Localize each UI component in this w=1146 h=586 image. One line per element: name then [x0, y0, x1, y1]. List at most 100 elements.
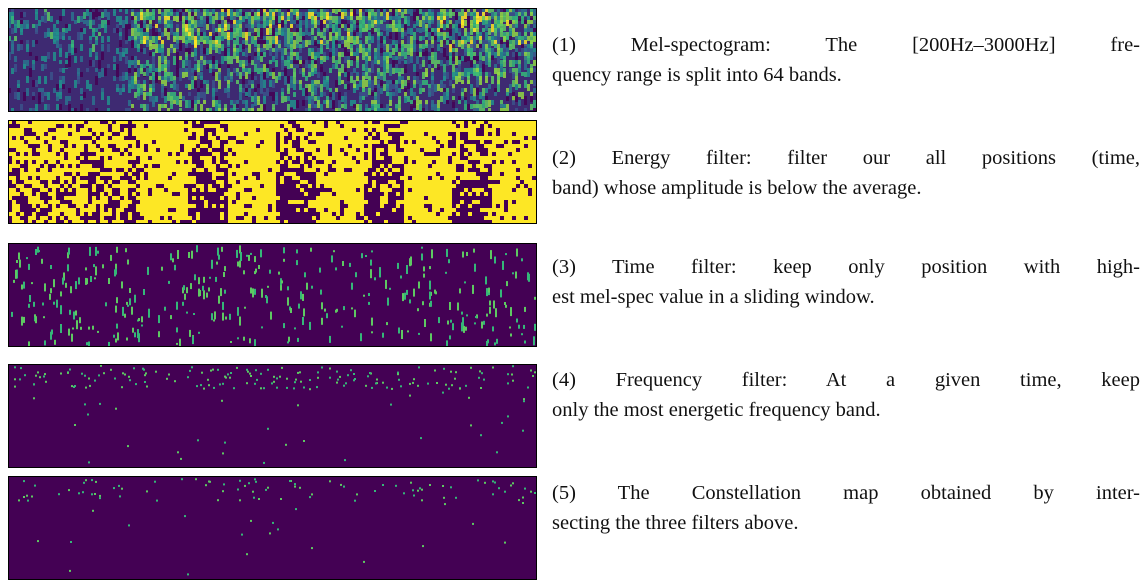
texture	[134, 60, 137, 69]
texture	[496, 144, 500, 148]
texture	[182, 60, 185, 68]
texture	[380, 20, 383, 24]
texture	[239, 20, 242, 24]
point	[37, 246, 39, 253]
texture	[470, 96, 473, 100]
texture	[500, 108, 503, 112]
texture	[251, 36, 254, 44]
point	[317, 376, 319, 379]
point	[116, 323, 118, 329]
texture	[353, 8, 356, 15]
texture	[233, 48, 236, 52]
texture	[485, 40, 488, 47]
texture	[425, 16, 428, 23]
point	[361, 253, 363, 259]
texture	[413, 92, 416, 101]
texture	[89, 36, 92, 40]
texture	[224, 128, 228, 132]
texture	[368, 56, 371, 61]
texture	[326, 100, 329, 108]
texture	[485, 48, 488, 53]
texture	[371, 100, 374, 106]
texture	[191, 80, 194, 89]
texture	[251, 84, 254, 88]
point	[333, 250, 335, 253]
point	[397, 371, 399, 374]
texture	[452, 200, 456, 204]
point	[510, 333, 512, 337]
point	[239, 479, 241, 482]
texture	[460, 188, 464, 192]
texture	[104, 192, 108, 196]
texture	[312, 196, 316, 200]
texture	[392, 140, 396, 144]
texture	[200, 136, 204, 140]
texture	[188, 192, 192, 196]
texture	[269, 16, 272, 20]
texture	[203, 16, 206, 22]
texture	[281, 20, 284, 27]
texture	[392, 220, 396, 224]
texture	[200, 176, 204, 180]
texture	[128, 128, 132, 132]
texture	[116, 200, 120, 204]
texture	[533, 80, 536, 86]
texture	[440, 40, 443, 47]
point	[533, 336, 535, 346]
texture	[200, 220, 204, 224]
texture	[461, 36, 464, 41]
point	[37, 371, 39, 374]
texture	[184, 128, 188, 132]
point	[95, 246, 97, 256]
texture	[440, 12, 443, 17]
texture	[161, 76, 164, 81]
texture	[376, 200, 380, 204]
texture	[120, 176, 124, 180]
texture	[206, 36, 209, 44]
texture	[392, 8, 395, 17]
texture	[173, 48, 176, 53]
texture	[413, 76, 416, 83]
texture	[68, 172, 72, 176]
texture	[344, 72, 347, 77]
texture	[509, 68, 512, 73]
texture	[242, 68, 245, 72]
texture	[314, 24, 317, 28]
texture	[32, 96, 35, 100]
point	[254, 478, 256, 481]
texture	[16, 176, 20, 180]
point	[82, 491, 84, 494]
texture	[92, 132, 96, 136]
texture	[209, 108, 212, 112]
texture	[40, 208, 44, 212]
texture	[516, 168, 520, 172]
texture	[200, 140, 204, 144]
frequency-filter-map	[8, 364, 537, 468]
texture	[8, 208, 12, 212]
texture	[218, 108, 221, 112]
texture	[376, 176, 380, 180]
texture	[323, 92, 326, 96]
texture	[288, 132, 292, 136]
texture	[158, 56, 161, 60]
texture	[431, 28, 434, 32]
texture	[392, 92, 395, 96]
texture	[388, 156, 392, 160]
texture	[368, 12, 371, 18]
texture	[456, 184, 460, 188]
texture	[80, 88, 83, 94]
texture	[168, 152, 172, 156]
texture	[161, 56, 164, 63]
texture	[440, 24, 443, 28]
point	[287, 341, 289, 344]
texture	[480, 148, 484, 152]
texture	[288, 220, 292, 224]
point	[472, 522, 474, 525]
texture	[359, 44, 362, 53]
texture	[485, 8, 488, 15]
texture	[196, 220, 200, 224]
point	[89, 384, 91, 387]
texture	[308, 32, 311, 36]
point	[496, 451, 498, 454]
point	[129, 379, 131, 382]
